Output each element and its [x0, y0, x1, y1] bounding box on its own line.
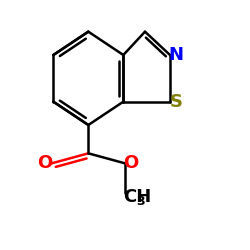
Text: 3: 3: [136, 195, 144, 208]
Text: O: O: [37, 154, 52, 172]
Text: CH: CH: [123, 188, 151, 206]
Text: O: O: [124, 154, 138, 172]
Text: N: N: [168, 46, 184, 64]
Text: S: S: [170, 93, 182, 111]
